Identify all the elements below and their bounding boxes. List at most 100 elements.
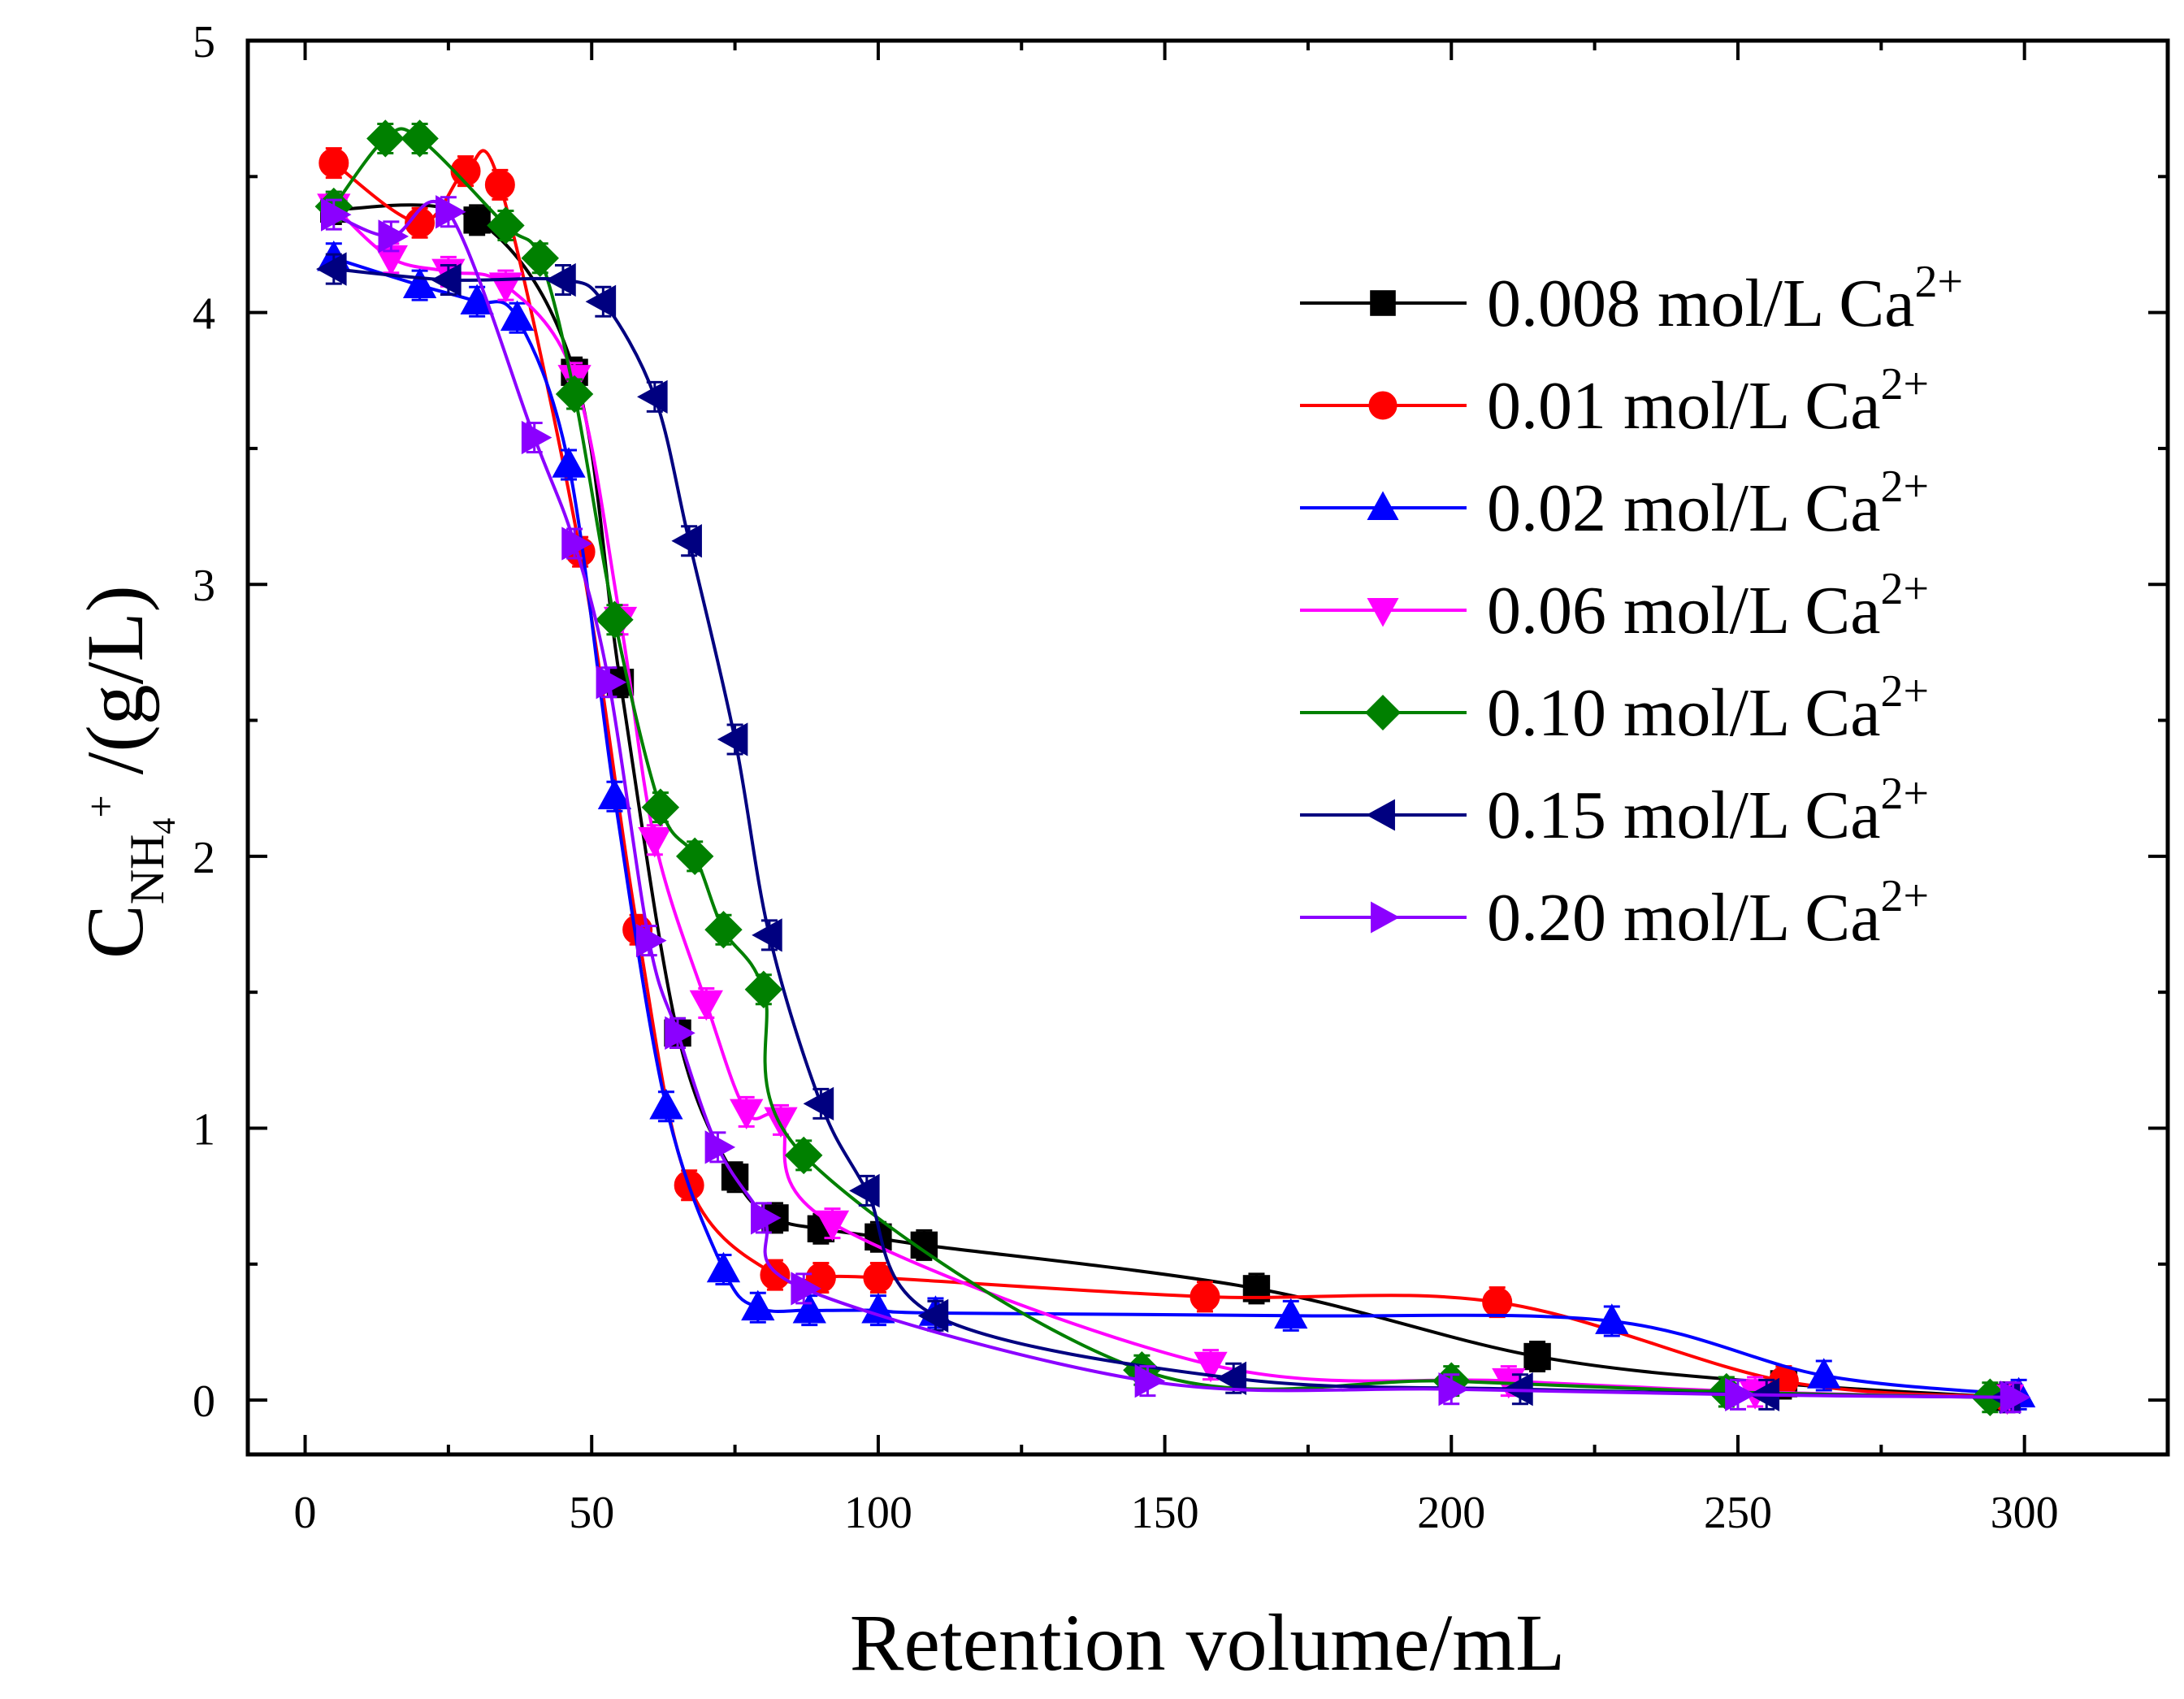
legend-marker: [1367, 598, 1399, 627]
data-point: [366, 119, 405, 158]
data-point: [402, 267, 437, 298]
legend-label: 0.10 mol/L Ca2+: [1487, 666, 1929, 751]
data-point: [1134, 1364, 1166, 1398]
y-tick-label: 3: [193, 561, 215, 611]
y-tick-label: 1: [193, 1104, 215, 1155]
data-point: [760, 1259, 791, 1290]
y-tick-label: 2: [193, 833, 215, 883]
data-point: [401, 119, 439, 158]
legend-label: 0.008 mol/L Ca2+: [1487, 257, 1963, 341]
legend-label-text: 0.10 mol/L Ca: [1487, 675, 1881, 751]
data-point: [641, 788, 680, 826]
legend-marker: [1368, 391, 1398, 420]
data-point: [488, 272, 523, 303]
legend-item: 0.15 mol/L Ca2+: [1300, 769, 1929, 853]
legend-label-ion: 2+: [1881, 666, 1930, 717]
data-point: [596, 600, 634, 639]
data-point: [785, 1136, 823, 1175]
x-tick-label: 50: [569, 1488, 614, 1538]
data-point: [741, 1289, 775, 1321]
plot-frame: [245, 38, 2170, 1457]
data-point: [717, 722, 748, 756]
legend-marker: [1370, 290, 1396, 316]
legend-label-text: 0.01 mol/L Ca: [1487, 368, 1881, 444]
legend-item: 0.008 mol/L Ca2+: [1300, 257, 1963, 341]
legend-label-ion: 2+: [1881, 462, 1930, 512]
legend-label-text: 0.02 mol/L Ca: [1487, 470, 1881, 546]
data-point: [316, 252, 347, 286]
series-group: [321, 195, 2031, 1415]
x-tick-label: 200: [1417, 1488, 1485, 1538]
data-point: [1595, 1303, 1629, 1334]
y-axis-title-sub-index: 4: [145, 818, 182, 834]
data-point: [484, 169, 515, 200]
x-tick-label: 100: [844, 1488, 912, 1538]
data-point: [730, 1099, 764, 1130]
legend-label-text: 0.06 mol/L Ca: [1487, 573, 1881, 648]
y-axis-title-unit: /(g/L): [70, 585, 160, 795]
x-axis-title: Retention volume/mL: [850, 1597, 1565, 1688]
y-axis-title-sup: +: [78, 795, 124, 817]
data-point: [752, 918, 782, 952]
data-point: [321, 197, 352, 232]
data-point: [1482, 1287, 1513, 1318]
data-point: [665, 1016, 696, 1050]
legend-item: 0.02 mol/L Ca2+: [1300, 462, 1929, 546]
data-point: [704, 910, 743, 949]
y-tick-label: 4: [193, 289, 215, 340]
data-point: [521, 239, 559, 277]
data-point: [378, 219, 410, 254]
legend-marker: [1366, 799, 1395, 831]
data-point: [638, 826, 672, 858]
legend-item: 0.01 mol/L Ca2+: [1300, 359, 1929, 444]
legend-item: 0.10 mol/L Ca2+: [1300, 666, 1929, 751]
legend-label: 0.01 mol/L Ca2+: [1487, 359, 1929, 444]
data-point: [791, 1272, 821, 1306]
legend-marker: [1371, 901, 1400, 934]
legend-label-text: 0.008 mol/L Ca: [1487, 266, 1915, 341]
x-tick-label: 250: [1704, 1488, 1772, 1538]
data-point: [863, 1263, 894, 1293]
data-point: [861, 1292, 895, 1324]
data-point: [561, 527, 592, 561]
data-point: [552, 447, 586, 478]
data-point: [917, 1298, 949, 1333]
data-point: [671, 524, 702, 558]
y-tick-label: 5: [193, 17, 215, 67]
data-point: [585, 284, 617, 319]
data-point: [463, 206, 491, 234]
data-point: [744, 970, 783, 1009]
data-point: [1438, 1372, 1470, 1406]
x-tick-label: 0: [294, 1488, 317, 1538]
axes-layer: 0 50 100 150 200 250 300 0 1 2 3 4 5: [193, 17, 2168, 1538]
data-point: [637, 379, 668, 414]
data-point: [597, 778, 632, 810]
data-point: [318, 148, 349, 179]
series-layer: [314, 119, 2036, 1416]
data-point: [450, 156, 481, 187]
data-point: [849, 1173, 880, 1208]
data-point: [431, 262, 462, 297]
legend: 0.008 mol/L Ca2+0.01 mol/L Ca2+0.02 mol/…: [1300, 257, 1963, 956]
data-point: [500, 300, 535, 332]
data-point: [2000, 1380, 2031, 1415]
legend-item: 0.06 mol/L Ca2+: [1300, 564, 1929, 648]
data-point: [596, 665, 627, 700]
legend-marker: [1365, 695, 1401, 730]
data-point: [792, 1292, 826, 1324]
data-point: [555, 375, 594, 414]
legend-label-ion: 2+: [1881, 769, 1930, 819]
data-point: [635, 923, 667, 958]
data-point: [706, 1251, 741, 1283]
legend-label: 0.06 mol/L Ca2+: [1487, 564, 1929, 648]
legend-label-ion: 2+: [1915, 257, 1964, 307]
x-tick-label: 300: [1991, 1488, 2059, 1538]
data-point: [1807, 1358, 1841, 1389]
legend-label: 0.02 mol/L Ca2+: [1487, 462, 1929, 546]
data-point: [675, 837, 714, 876]
data-point: [487, 206, 525, 245]
y-axis-title-main: C: [70, 904, 160, 959]
data-point: [1190, 1281, 1220, 1312]
legend-label: 0.15 mol/L Ca2+: [1487, 769, 1929, 853]
